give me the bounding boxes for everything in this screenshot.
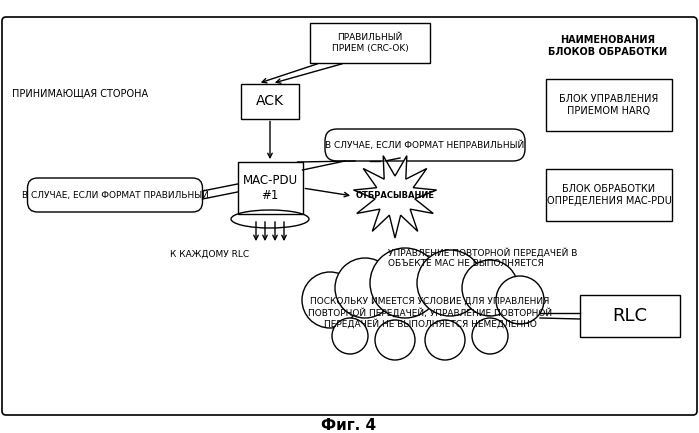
Text: ПРАВИЛЬНЫЙ
ПРИЕМ (CRC-OK): ПРАВИЛЬНЫЙ ПРИЕМ (CRC-OK): [331, 33, 408, 53]
Bar: [310, 23, 430, 63]
Bar: [320, 300, 540, 348]
Bar: [238, 162, 303, 214]
Text: БЛОК ОБРАБОТКИ
ОПРЕДЕЛЕНИЯ MAC-PDU: БЛОК ОБРАБОТКИ ОПРЕДЕЛЕНИЯ MAC-PDU: [547, 184, 672, 206]
Circle shape: [425, 320, 465, 360]
Text: ACK: ACK: [256, 94, 284, 108]
Circle shape: [496, 276, 544, 324]
Text: К КАЖДОМУ RLC: К КАЖДОМУ RLC: [171, 250, 250, 259]
Text: УПРАВЛЕНИЕ ПОВТОРНОЙ ПЕРЕДАЧЕЙ В
ОБЪЕКТЕ МАС НЕ ВЫПОЛНЯЕТСЯ: УПРАВЛЕНИЕ ПОВТОРНОЙ ПЕРЕДАЧЕЙ В ОБЪЕКТЕ…: [388, 248, 577, 268]
FancyBboxPatch shape: [27, 178, 203, 212]
Text: НАИМЕНОВАНИЯ
БЛОКОВ ОБРАБОТКИ: НАИМЕНОВАНИЯ БЛОКОВ ОБРАБОТКИ: [549, 35, 668, 57]
Text: В СЛУЧАЕ, ЕСЛИ ФОРМАТ НЕПРАВИЛЬНЫЙ: В СЛУЧАЕ, ЕСЛИ ФОРМАТ НЕПРАВИЛЬНЫЙ: [325, 140, 525, 150]
Circle shape: [370, 248, 440, 318]
Polygon shape: [354, 156, 437, 238]
Bar: [546, 169, 672, 221]
FancyBboxPatch shape: [2, 17, 697, 415]
Circle shape: [302, 272, 358, 328]
Text: MAC-PDU
#1: MAC-PDU #1: [243, 174, 298, 202]
FancyBboxPatch shape: [325, 129, 525, 161]
Circle shape: [332, 318, 368, 354]
Text: RLC: RLC: [612, 307, 647, 325]
Circle shape: [375, 320, 415, 360]
Text: Фиг. 4: Фиг. 4: [322, 417, 377, 433]
Text: БЛОК УПРАВЛЕНИЯ
ПРИЕМОМ HARQ: БЛОК УПРАВЛЕНИЯ ПРИЕМОМ HARQ: [559, 94, 658, 116]
Text: ОТБРАСЫВАНИЕ: ОТБРАСЫВАНИЕ: [356, 191, 435, 200]
Text: В СЛУЧАЕ, ЕСЛИ ФОРМАТ ПРАВИЛЬНЫЙ: В СЛУЧАЕ, ЕСЛИ ФОРМАТ ПРАВИЛЬНЫЙ: [22, 190, 208, 200]
Text: ПРИНИМАЮЩАЯ СТОРОНА: ПРИНИМАЮЩАЯ СТОРОНА: [12, 88, 148, 98]
Circle shape: [462, 260, 518, 316]
Bar: [546, 79, 672, 131]
Bar: [241, 84, 299, 119]
Text: ПОСКОЛЬКУ ИМЕЕТСЯ УСЛОВИЕ ДЛЯ УПРАВЛЕНИЯ
ПОВТОРНОЙ ПЕРЕДАЧЕЙ, УПРАВЛЕНИЕ ПОВТОРН: ПОСКОЛЬКУ ИМЕЕТСЯ УСЛОВИЕ ДЛЯ УПРАВЛЕНИЯ…: [308, 297, 552, 329]
Bar: [580, 295, 680, 337]
Circle shape: [335, 258, 395, 318]
Circle shape: [472, 318, 508, 354]
Circle shape: [417, 250, 483, 316]
